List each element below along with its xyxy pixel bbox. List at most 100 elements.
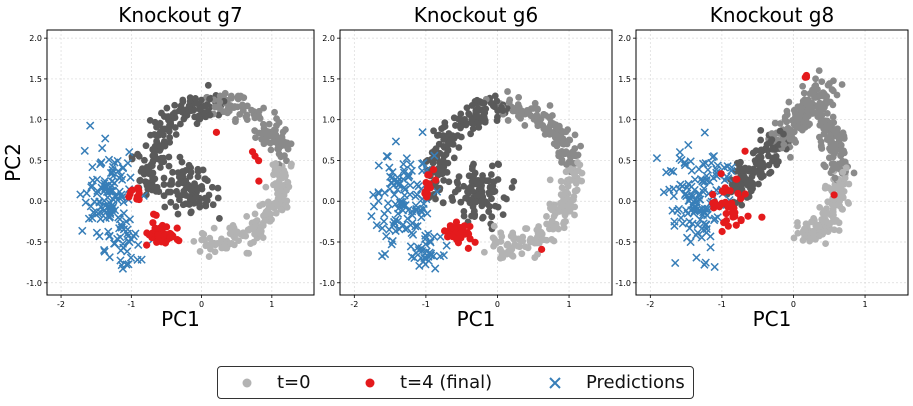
point-prediction — [123, 232, 133, 241]
point-prediction — [390, 190, 399, 199]
point-trajectory — [770, 154, 777, 162]
point-prediction — [393, 217, 402, 226]
point-trajectory — [577, 142, 585, 150]
point-trajectory — [203, 177, 211, 185]
point-trajectory — [202, 102, 210, 110]
point-trajectory — [833, 164, 841, 172]
point-trajectory — [780, 130, 787, 138]
point-trajectory — [284, 178, 292, 186]
point-final — [125, 193, 133, 201]
plot-frame — [339, 29, 613, 296]
point-trajectory — [467, 183, 475, 191]
point-prediction — [97, 183, 106, 192]
point-trajectory — [194, 173, 202, 181]
point-trajectory — [441, 133, 449, 141]
point-trajectory — [480, 99, 488, 107]
point-prediction — [383, 205, 392, 215]
point-trajectory — [574, 159, 581, 166]
point-prediction — [403, 214, 412, 223]
point-prediction — [103, 193, 112, 202]
point-trajectory — [553, 142, 561, 150]
point-prediction — [378, 224, 387, 233]
point-trajectory — [445, 178, 453, 186]
point-trajectory — [283, 203, 291, 211]
point-final — [466, 235, 474, 243]
point-final — [464, 244, 472, 252]
point-trajectory — [837, 141, 845, 149]
point-prediction — [698, 159, 708, 168]
point-trajectory — [835, 136, 843, 144]
point-trajectory — [218, 244, 226, 252]
point-final — [732, 221, 740, 229]
point-trajectory — [811, 93, 818, 101]
point-trajectory — [460, 212, 468, 220]
point-trajectory — [266, 139, 274, 147]
point-trajectory — [801, 225, 808, 233]
y-tick-label: -1.0 — [319, 279, 335, 288]
point-prediction — [105, 212, 115, 221]
point-trajectory — [454, 115, 462, 123]
point-trajectory — [486, 203, 494, 210]
point-trajectory — [251, 218, 259, 226]
point-trajectory — [206, 95, 213, 103]
point-prediction — [123, 159, 133, 168]
point-trajectory — [153, 137, 161, 145]
point-trajectory — [239, 229, 247, 237]
point-trajectory — [493, 117, 501, 125]
point-trajectory — [264, 206, 272, 214]
point-prediction — [723, 162, 732, 171]
point-trajectory — [829, 101, 837, 109]
point-prediction — [82, 189, 91, 198]
point-trajectory — [208, 183, 216, 191]
point-prediction — [700, 128, 709, 137]
point-trajectory — [275, 181, 283, 189]
point-trajectory — [518, 250, 526, 258]
point-trajectory — [281, 169, 289, 177]
point-trajectory — [148, 162, 156, 170]
point-trajectory — [557, 177, 565, 185]
panel-3: -2 -1 0 1 -1.0 -0.5 0.0 0.5 1.0 1.5 2.0 Knockout g8… — [615, 3, 909, 331]
point-trajectory — [780, 141, 788, 149]
point-prediction — [687, 190, 697, 199]
point-trajectory — [479, 172, 486, 179]
point-final — [731, 209, 739, 217]
x-axis-label: PC1 — [457, 307, 496, 331]
point-prediction — [388, 168, 397, 177]
point-prediction — [406, 242, 416, 251]
point-trajectory — [757, 136, 765, 144]
point-final — [135, 186, 143, 195]
point-prediction — [119, 198, 128, 207]
point-prediction — [678, 219, 687, 228]
point-trajectory — [790, 106, 798, 114]
point-prediction — [90, 197, 99, 206]
point-prediction — [133, 255, 142, 264]
point-trajectory — [564, 126, 572, 134]
y-tick-label: -0.5 — [319, 238, 335, 247]
point-trajectory — [192, 94, 199, 102]
point-prediction — [420, 234, 430, 244]
point-trajectory — [829, 218, 837, 225]
point-trajectory — [515, 93, 523, 101]
point-prediction — [671, 258, 680, 268]
point-trajectory — [436, 149, 444, 157]
point-trajectory — [251, 210, 259, 218]
point-prediction — [693, 220, 702, 230]
point-trajectory — [536, 230, 544, 237]
point-trajectory — [468, 116, 476, 124]
point-trajectory — [439, 157, 447, 164]
point-prediction — [92, 189, 102, 198]
point-prediction — [713, 161, 722, 170]
point-prediction — [701, 159, 710, 168]
point-trajectory — [441, 119, 449, 127]
point-prediction — [126, 173, 135, 182]
point-prediction — [692, 197, 701, 206]
point-trajectory — [274, 201, 281, 209]
point-trajectory — [156, 164, 164, 171]
point-trajectory — [834, 125, 841, 133]
point-trajectory — [560, 224, 568, 232]
point-trajectory — [493, 97, 501, 105]
point-trajectory — [220, 108, 228, 116]
point-prediction — [426, 238, 435, 247]
legend-label-t0: t=0 — [277, 372, 311, 393]
point-trajectory — [277, 187, 285, 195]
